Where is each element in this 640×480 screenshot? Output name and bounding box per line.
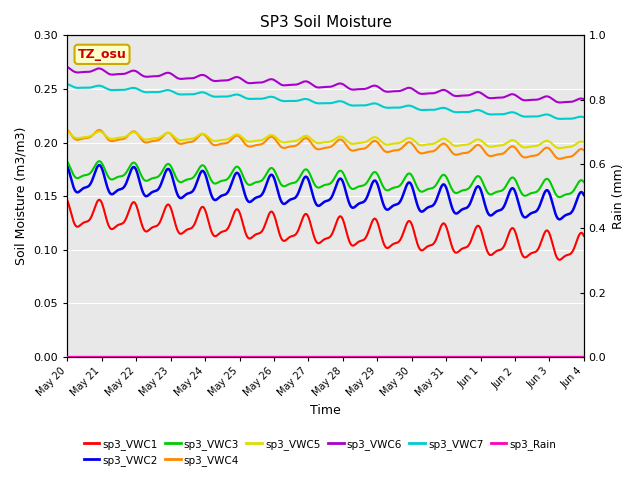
Legend: sp3_VWC1, sp3_VWC2, sp3_VWC3, sp3_VWC4, sp3_VWC5, sp3_VWC6, sp3_VWC7, sp3_Rain: sp3_VWC1, sp3_VWC2, sp3_VWC3, sp3_VWC4, … <box>79 434 561 470</box>
X-axis label: Time: Time <box>310 404 341 417</box>
Y-axis label: Rain (mm): Rain (mm) <box>612 163 625 229</box>
Y-axis label: Soil Moisture (m3/m3): Soil Moisture (m3/m3) <box>15 127 28 265</box>
Text: TZ_osu: TZ_osu <box>77 48 127 61</box>
Title: SP3 Soil Moisture: SP3 Soil Moisture <box>260 15 392 30</box>
